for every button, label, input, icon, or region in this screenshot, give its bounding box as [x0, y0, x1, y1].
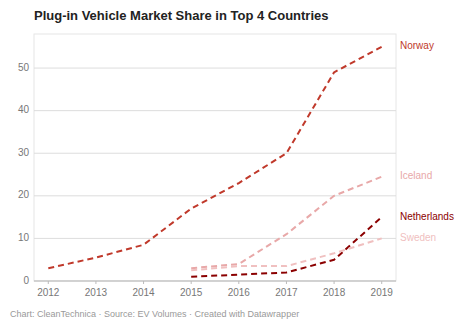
x-axis: 2012 2013 2014 2015 2016 2017 2018 2019 [34, 281, 396, 298]
x-tick-label: 2014 [132, 287, 155, 298]
x-tick [286, 281, 287, 284]
y-axis: 0 10 20 30 40 50 [18, 62, 396, 286]
x-tick [191, 281, 192, 284]
x-tick [334, 281, 335, 284]
y-tick-label: 40 [18, 104, 30, 115]
x-tick-label: 2018 [323, 287, 346, 298]
lines [48, 47, 381, 277]
x-tick [238, 281, 239, 284]
y-tick-label: 20 [18, 189, 30, 200]
series-line [191, 217, 382, 277]
series-label: Netherlands [400, 211, 454, 222]
grid-line [34, 110, 396, 111]
y-tick-label: 30 [18, 147, 30, 158]
series-label: Norway [400, 40, 434, 51]
x-tick-label: 2017 [275, 287, 298, 298]
x-tick [143, 281, 144, 284]
x-tick-label: 2013 [85, 287, 108, 298]
series-label: Iceland [400, 170, 432, 181]
x-tick [48, 281, 49, 284]
series-line [191, 177, 382, 269]
x-axis-line [34, 281, 396, 282]
x-tick-label: 2016 [228, 287, 251, 298]
grid-line [34, 281, 396, 282]
series-line [191, 238, 382, 270]
y-tick-label: 50 [18, 62, 30, 73]
y-tick-label: 10 [18, 232, 30, 243]
series-labels: Norway Iceland Netherlands Sweden [400, 40, 454, 243]
series-label: Sweden [400, 232, 436, 243]
x-tick-label: 2012 [37, 287, 60, 298]
chart: Plug-in Vehicle Market Share in Top 4 Co… [0, 0, 474, 325]
plot-frame [34, 34, 396, 281]
caption: Chart: CleanTechnica · Source: EV Volume… [10, 309, 299, 319]
x-tick [95, 281, 96, 284]
grid-line [34, 153, 396, 154]
grid-line [34, 238, 396, 239]
title: Plug-in Vehicle Market Share in Top 4 Co… [34, 8, 329, 23]
series-line [48, 47, 381, 268]
y-tick-label: 0 [23, 275, 29, 286]
x-tick [381, 281, 382, 284]
x-tick-label: 2015 [180, 287, 203, 298]
x-tick-label: 2019 [371, 287, 394, 298]
